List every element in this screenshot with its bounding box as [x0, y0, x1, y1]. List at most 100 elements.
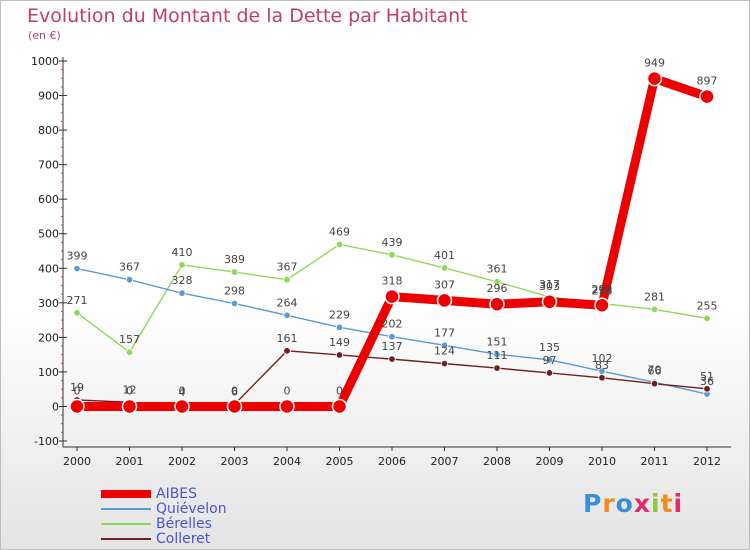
data-point-aibes — [699, 88, 715, 105]
x-tick-label: 2009 — [536, 455, 564, 468]
y-tick-label: 200 — [38, 331, 59, 344]
data-point-aibes — [594, 297, 610, 313]
y-tick-label: 800 — [38, 124, 59, 137]
data-point-berelles — [388, 251, 396, 259]
data-point-aibes — [174, 398, 190, 415]
x-tick-label: 2003 — [221, 455, 249, 468]
data-label-colleret: 19 — [70, 381, 84, 394]
data-label-quievelon: 70 — [648, 363, 662, 376]
data-point-colleret — [335, 351, 344, 359]
data-point-aibes — [436, 292, 453, 309]
data-point-berelles — [283, 275, 291, 284]
data-point-colleret — [650, 379, 659, 388]
data-point-aibes — [646, 70, 663, 87]
data-label-berelles: 255 — [697, 299, 718, 312]
x-tick-label: 2000 — [63, 455, 91, 468]
y-tick-label: 1000 — [31, 55, 59, 68]
data-label-berelles: 401 — [434, 249, 455, 262]
data-point-aibes — [541, 294, 558, 310]
data-label-quievelon: 298 — [224, 285, 245, 298]
x-tick-label: 2012 — [693, 455, 721, 468]
data-label-berelles: 439 — [382, 236, 403, 249]
data-label-aibes: 296 — [487, 282, 508, 295]
data-point-berelles — [73, 309, 81, 317]
data-point-berelles — [335, 240, 344, 249]
data-point-quievelon — [388, 332, 396, 341]
data-label-colleret: 51 — [700, 370, 714, 383]
chart-unit-label: (en €) — [28, 29, 61, 42]
data-label-berelles: 157 — [119, 333, 140, 346]
legend-swatch — [101, 538, 151, 540]
legend-label: Colleret — [156, 531, 211, 547]
data-point-colleret — [545, 369, 554, 377]
legend-label: Quiévelon — [156, 501, 227, 517]
data-point-aibes — [226, 398, 243, 415]
data-label-berelles: 410 — [172, 246, 193, 259]
data-point-berelles — [230, 268, 239, 276]
data-point-quievelon — [335, 323, 344, 332]
legend-label: AIBES — [156, 486, 198, 502]
y-tick-label: 0 — [52, 400, 59, 413]
data-label-quievelon: 36 — [700, 375, 714, 388]
data-label-colleret: 4 — [179, 386, 186, 399]
data-label-aibes: 0 — [179, 384, 186, 397]
data-point-quievelon — [125, 275, 134, 284]
data-label-aibes: 0 — [74, 384, 81, 397]
x-tick-label: 2011 — [641, 455, 669, 468]
data-label-quievelon: 399 — [67, 250, 88, 263]
data-point-aibes — [121, 398, 138, 415]
y-tick-label: 900 — [38, 90, 59, 103]
data-point-colleret — [388, 355, 396, 363]
data-label-quievelon: 328 — [172, 274, 193, 287]
data-label-berelles: 281 — [644, 290, 665, 303]
data-point-berelles — [650, 305, 659, 314]
x-tick-label: 2005 — [326, 455, 354, 468]
data-label-berelles: 367 — [277, 261, 298, 274]
data-label-colleret: 83 — [595, 359, 609, 372]
data-point-colleret — [283, 347, 291, 355]
data-label-quievelon: 151 — [487, 335, 508, 348]
data-label-aibes: 0 — [231, 384, 238, 397]
series-layer — [69, 70, 715, 415]
data-point-quievelon — [493, 350, 501, 358]
data-point-aibes — [489, 296, 505, 312]
data-label-quievelon: 135 — [539, 341, 560, 354]
data-point-quievelon — [230, 299, 239, 308]
y-tick-label: 400 — [38, 262, 59, 275]
y-tick-label: -100 — [34, 435, 59, 448]
x-tick-label: 2004 — [273, 455, 301, 468]
data-label-quievelon: 202 — [382, 318, 403, 331]
data-label-colleret: 12 — [123, 383, 137, 396]
y-tick-label: 300 — [38, 297, 59, 310]
data-label-colleret: 124 — [434, 345, 455, 358]
legend-swatch — [101, 490, 151, 498]
data-point-aibes — [69, 398, 85, 415]
data-label-aibes: 318 — [382, 275, 403, 288]
data-label-berelles: 389 — [224, 253, 245, 266]
data-point-berelles — [125, 348, 134, 356]
data-point-quievelon — [73, 264, 81, 273]
data-label-aibes: 307 — [434, 278, 455, 291]
data-label-aibes: 0 — [336, 384, 343, 397]
data-point-aibes — [384, 288, 400, 305]
proxiti-logo: Proxiti — [583, 489, 684, 518]
data-label-quievelon: 264 — [277, 296, 298, 309]
data-point-berelles — [493, 278, 501, 286]
data-label-aibes: 0 — [284, 384, 291, 397]
x-tick-label: 2007 — [431, 455, 459, 468]
data-point-quievelon — [545, 356, 554, 364]
data-point-berelles — [178, 261, 186, 269]
x-tick-label: 2006 — [378, 455, 406, 468]
y-tick-label: 500 — [38, 228, 59, 241]
data-label-colleret: 149 — [329, 336, 350, 349]
data-label-colleret: 97 — [543, 354, 557, 367]
data-label-berelles: 469 — [329, 225, 350, 238]
x-tick-label: 2008 — [483, 455, 511, 468]
data-label-quievelon: 102 — [592, 352, 613, 365]
data-label-berelles: 361 — [487, 263, 508, 276]
data-label-colleret: 66 — [648, 365, 662, 378]
data-label-aibes: 897 — [697, 75, 718, 88]
y-tick-label: 600 — [38, 193, 59, 206]
